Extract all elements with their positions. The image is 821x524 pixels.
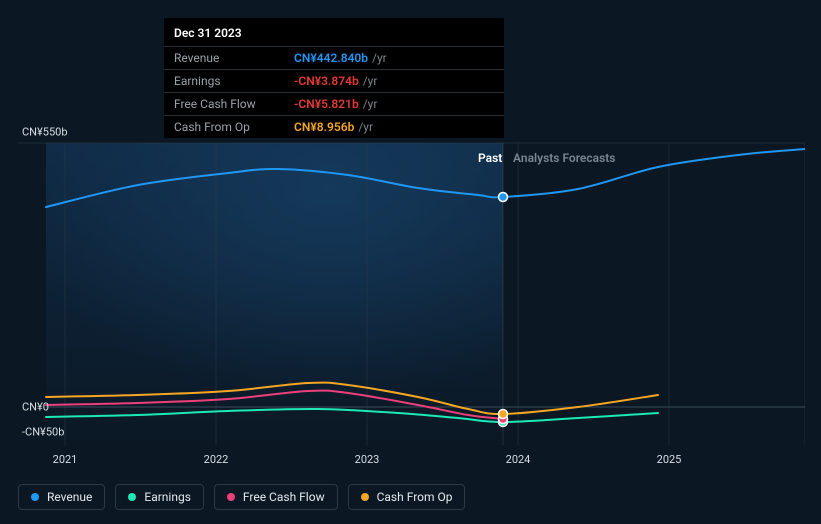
financial-chart[interactable]: CN¥550bCN¥0-CN¥50b 20212022202320242025 … (18, 125, 805, 445)
legend-dot-icon (128, 493, 136, 501)
x-axis-label: 2023 (355, 453, 380, 466)
legend-item-label: Free Cash Flow (243, 490, 325, 504)
legend-item-fcf[interactable]: Free Cash Flow (214, 484, 338, 510)
y-axis-label: -CN¥50b (22, 426, 64, 439)
tooltip-row: RevenueCN¥442.840b/yr (164, 46, 504, 69)
chart-canvas (18, 125, 805, 475)
chart-tooltip: Dec 31 2023 RevenueCN¥442.840b/yrEarning… (164, 18, 504, 138)
chart-legend: Revenue Earnings Free Cash Flow Cash From O… (18, 484, 465, 510)
x-axis-label: 2024 (506, 453, 531, 466)
x-axis-label: 2021 (53, 453, 78, 466)
tooltip-title: Dec 31 2023 (164, 20, 504, 46)
y-axis-label: CN¥550b (22, 126, 68, 139)
tooltip-row-label: Free Cash Flow (174, 97, 294, 111)
legend-item-label: Cash From Op (377, 490, 453, 504)
x-axis-label: 2025 (657, 453, 682, 466)
legend-item-label: Earnings (144, 490, 191, 504)
tooltip-row-label: Revenue (174, 51, 294, 65)
past-label: Past (478, 151, 502, 165)
tooltip-row: Free Cash Flow-CN¥5.821b/yr (164, 92, 504, 115)
tooltip-row-label: Earnings (174, 74, 294, 88)
legend-dot-icon (361, 493, 369, 501)
legend-dot-icon (227, 493, 235, 501)
tooltip-row-value: CN¥442.840b (294, 51, 368, 65)
tooltip-row-value: -CN¥5.821b (294, 97, 359, 111)
tooltip-row-unit: /yr (363, 74, 378, 88)
legend-item-revenue[interactable]: Revenue (18, 484, 105, 510)
tooltip-row-value: -CN¥3.874b (294, 74, 359, 88)
tooltip-row-unit: /yr (363, 97, 378, 111)
legend-dot-icon (31, 493, 39, 501)
legend-item-label: Revenue (47, 490, 92, 504)
legend-item-earnings[interactable]: Earnings (115, 484, 204, 510)
legend-item-cfo[interactable]: Cash From Op (348, 484, 466, 510)
tooltip-row: Earnings-CN¥3.874b/yr (164, 69, 504, 92)
x-axis-label: 2022 (204, 453, 229, 466)
forecast-label: Analysts Forecasts (513, 151, 615, 165)
y-axis-label: CN¥0 (22, 401, 49, 414)
tooltip-row-unit: /yr (372, 51, 387, 65)
